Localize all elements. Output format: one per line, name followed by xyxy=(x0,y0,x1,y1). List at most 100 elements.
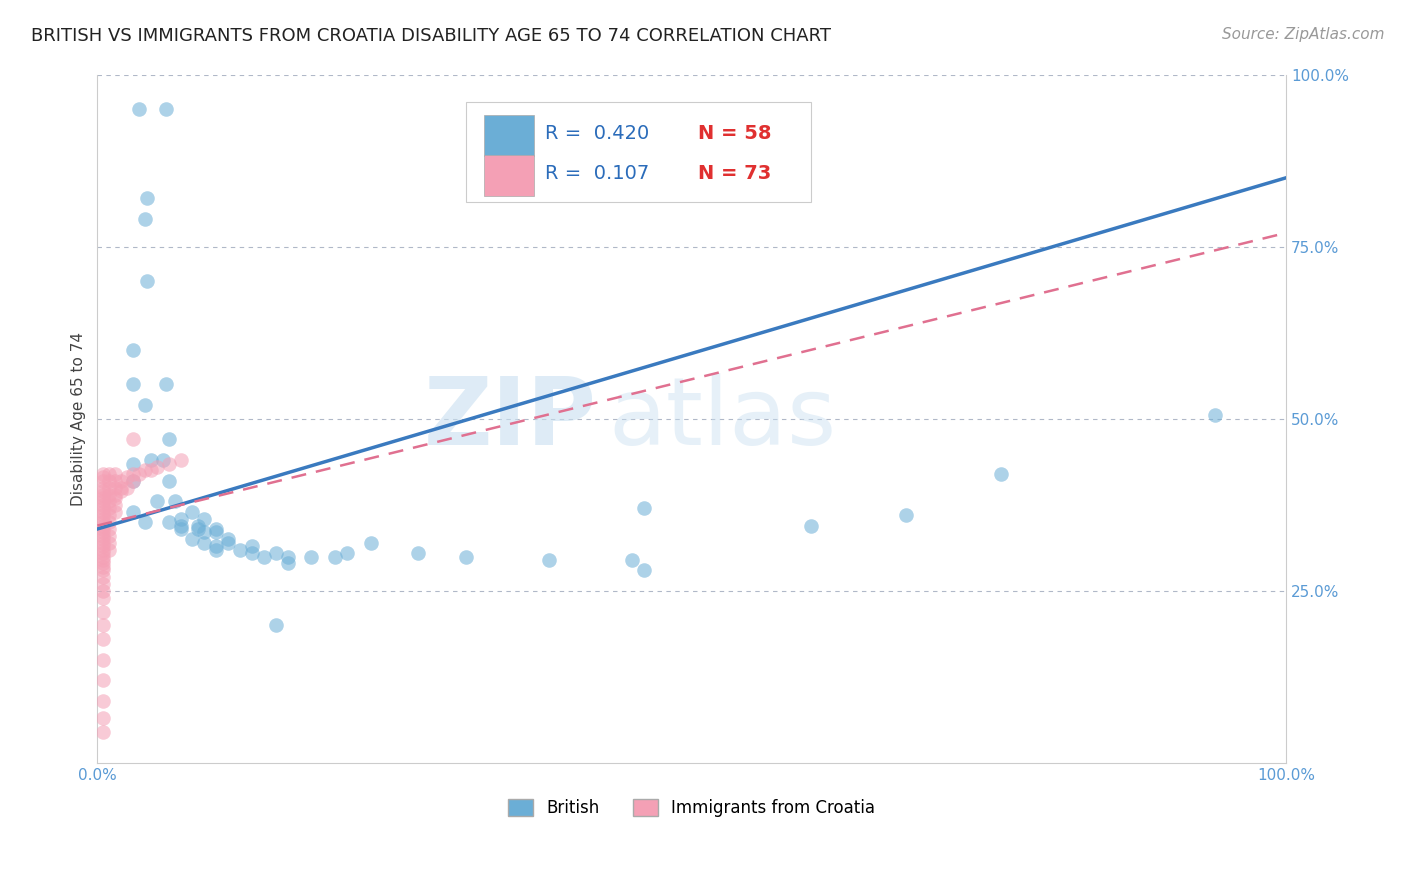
Point xyxy=(633,563,655,577)
Point xyxy=(91,549,114,564)
Point xyxy=(110,474,132,488)
Point xyxy=(91,560,114,574)
Point xyxy=(169,522,191,536)
Point xyxy=(139,463,162,477)
Point xyxy=(169,518,191,533)
Point xyxy=(91,563,114,577)
Point xyxy=(91,470,114,484)
Point xyxy=(155,377,177,392)
Point xyxy=(91,522,114,536)
Point xyxy=(91,515,114,529)
Point xyxy=(136,191,159,205)
Point xyxy=(128,102,150,116)
Point xyxy=(193,535,215,549)
Point xyxy=(122,377,145,392)
Point xyxy=(323,549,346,564)
Point xyxy=(91,533,114,547)
Point xyxy=(91,525,114,540)
Text: ZIP: ZIP xyxy=(423,373,596,465)
Point xyxy=(155,102,177,116)
FancyBboxPatch shape xyxy=(465,102,810,202)
Point xyxy=(122,433,145,447)
Point xyxy=(181,533,204,547)
Point xyxy=(146,460,169,475)
Point xyxy=(98,508,121,523)
Point xyxy=(104,467,127,481)
Point xyxy=(98,494,121,508)
Point xyxy=(91,511,114,525)
Y-axis label: Disability Age 65 to 74: Disability Age 65 to 74 xyxy=(72,332,86,506)
Point xyxy=(134,515,156,529)
Point xyxy=(193,525,215,540)
Point xyxy=(253,549,276,564)
Point xyxy=(98,542,121,557)
Point xyxy=(91,557,114,571)
Point xyxy=(91,481,114,495)
Point xyxy=(894,508,917,523)
Point xyxy=(205,542,228,557)
Text: R =  0.420: R = 0.420 xyxy=(546,124,650,144)
Point xyxy=(104,481,127,495)
Point xyxy=(91,542,114,557)
Point xyxy=(134,398,156,412)
Point xyxy=(98,529,121,543)
Point xyxy=(91,570,114,584)
Point xyxy=(240,539,263,553)
Point xyxy=(91,725,114,739)
Point xyxy=(91,487,114,501)
Point xyxy=(110,484,132,499)
Point xyxy=(91,605,114,619)
Point xyxy=(163,494,186,508)
Point xyxy=(91,673,114,688)
Point xyxy=(91,498,114,512)
Point xyxy=(169,453,191,467)
Point xyxy=(122,474,145,488)
Point xyxy=(91,539,114,553)
Point xyxy=(91,484,114,499)
Point xyxy=(91,618,114,632)
Point xyxy=(152,453,174,467)
Text: Source: ZipAtlas.com: Source: ZipAtlas.com xyxy=(1222,27,1385,42)
Point xyxy=(91,494,114,508)
Point xyxy=(122,457,145,471)
Point xyxy=(157,433,180,447)
Point xyxy=(122,474,145,488)
Point xyxy=(187,518,209,533)
Point xyxy=(104,487,127,501)
Point xyxy=(217,535,239,549)
Point xyxy=(91,535,114,549)
Point xyxy=(98,535,121,549)
Text: N = 58: N = 58 xyxy=(697,124,770,144)
Point xyxy=(98,515,121,529)
Point xyxy=(104,505,127,519)
Point xyxy=(122,505,145,519)
Point xyxy=(277,557,299,571)
Text: R =  0.107: R = 0.107 xyxy=(546,164,650,184)
Point xyxy=(91,529,114,543)
Point xyxy=(91,711,114,725)
Point xyxy=(187,522,209,536)
Point xyxy=(91,491,114,505)
Point xyxy=(91,508,114,523)
Point xyxy=(136,274,159,288)
Point xyxy=(139,453,162,467)
Point xyxy=(799,518,821,533)
Point xyxy=(621,553,644,567)
Point xyxy=(110,481,132,495)
FancyBboxPatch shape xyxy=(484,114,533,156)
Point xyxy=(91,467,114,481)
Point xyxy=(229,542,252,557)
Point xyxy=(104,474,127,488)
Point xyxy=(217,533,239,547)
Point xyxy=(205,522,228,536)
Point xyxy=(98,467,121,481)
Point xyxy=(91,474,114,488)
Point xyxy=(537,553,560,567)
Point xyxy=(91,577,114,591)
Point xyxy=(146,494,169,508)
Point xyxy=(134,212,156,227)
Point xyxy=(91,518,114,533)
Point xyxy=(91,632,114,647)
FancyBboxPatch shape xyxy=(484,154,533,196)
Point xyxy=(98,481,121,495)
